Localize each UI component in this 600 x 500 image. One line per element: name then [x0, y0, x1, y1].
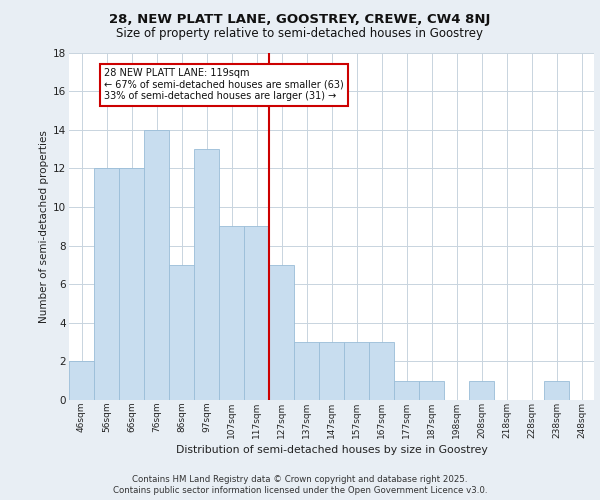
- Bar: [344, 342, 369, 400]
- Text: 28 NEW PLATT LANE: 119sqm
← 67% of semi-detached houses are smaller (63)
33% of : 28 NEW PLATT LANE: 119sqm ← 67% of semi-…: [104, 68, 344, 101]
- Bar: [319, 342, 344, 400]
- Bar: [194, 149, 219, 400]
- Bar: [394, 380, 419, 400]
- Text: 28, NEW PLATT LANE, GOOSTREY, CREWE, CW4 8NJ: 28, NEW PLATT LANE, GOOSTREY, CREWE, CW4…: [109, 12, 491, 26]
- Bar: [69, 362, 94, 400]
- Text: Contains public sector information licensed under the Open Government Licence v3: Contains public sector information licen…: [113, 486, 487, 495]
- Text: Size of property relative to semi-detached houses in Goostrey: Size of property relative to semi-detach…: [116, 28, 484, 40]
- Bar: [144, 130, 169, 400]
- Bar: [369, 342, 394, 400]
- Bar: [544, 380, 569, 400]
- Bar: [169, 265, 194, 400]
- Y-axis label: Number of semi-detached properties: Number of semi-detached properties: [39, 130, 49, 322]
- Bar: [94, 168, 119, 400]
- Bar: [269, 265, 294, 400]
- Bar: [119, 168, 144, 400]
- Bar: [294, 342, 319, 400]
- Bar: [219, 226, 244, 400]
- Bar: [419, 380, 444, 400]
- X-axis label: Distribution of semi-detached houses by size in Goostrey: Distribution of semi-detached houses by …: [176, 444, 487, 454]
- Bar: [469, 380, 494, 400]
- Bar: [244, 226, 269, 400]
- Text: Contains HM Land Registry data © Crown copyright and database right 2025.: Contains HM Land Registry data © Crown c…: [132, 475, 468, 484]
